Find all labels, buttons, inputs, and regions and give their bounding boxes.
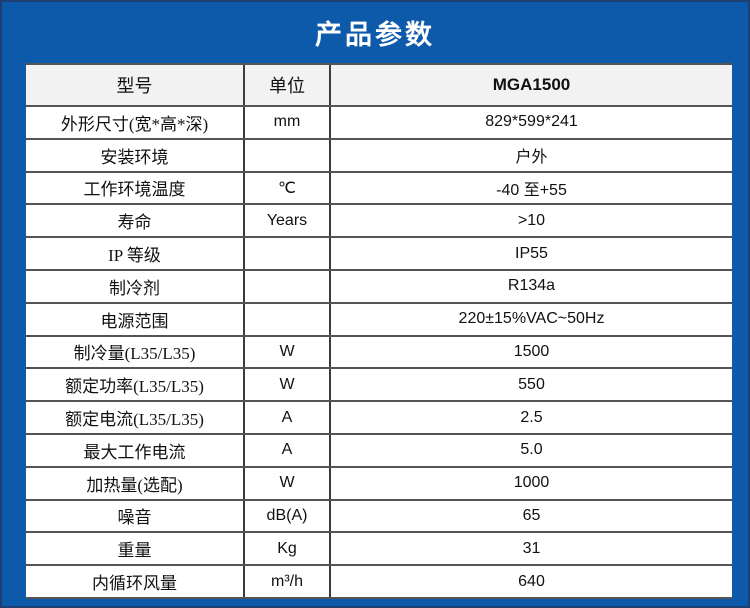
- value-cell: -40 至+55: [496, 181, 567, 199]
- value-cell: 1500: [513, 342, 550, 360]
- param-name-cell: 制冷剂: [26, 270, 245, 302]
- unit-cell: ℃: [245, 172, 331, 204]
- param-name-cell: 重量: [26, 533, 245, 565]
- value-cell: 31: [522, 539, 541, 557]
- param-name-cell: 加热量(选配): [26, 467, 245, 499]
- unit-cell: W: [245, 467, 331, 499]
- value-cell: 65: [522, 506, 541, 524]
- unit-cell: m³/h: [245, 566, 331, 597]
- table-row: 工作环境温度 ℃ -40 至+55: [26, 172, 732, 206]
- param-name-cell: IP 等级: [26, 238, 245, 269]
- param-name-cell: 外形尺寸(宽*高*深): [26, 107, 245, 138]
- value-cell: 829*599*241: [485, 113, 578, 131]
- param-name-cell: 工作环境温度: [26, 172, 245, 204]
- value-cell: IP55: [515, 244, 548, 262]
- param-name-cell: 内循环风量: [26, 566, 245, 597]
- param-name-cell: 电源范围: [26, 303, 245, 335]
- header-param-label: 型号: [26, 65, 245, 105]
- param-name-cell: 噪音: [26, 500, 245, 532]
- unit-cell: W: [245, 336, 331, 368]
- table-row: 噪音 dB(A) 65: [26, 500, 732, 534]
- param-name-cell: 安装环境: [26, 139, 245, 171]
- table-row: 额定功率(L35/L35) W 550: [26, 369, 732, 403]
- unit-cell: [245, 238, 331, 269]
- param-name-cell: 制冷量(L35/L35): [26, 336, 245, 368]
- value-cell: 220±15%VAC~50Hz: [458, 310, 605, 328]
- table-header-row: 型号 单位 MGA1500: [26, 65, 732, 107]
- table-row: 加热量(选配) W 1000: [26, 467, 732, 501]
- table-row: 内循环风量 m³/h 640: [26, 566, 732, 599]
- spec-table: 型号 单位 MGA1500 外形尺寸(宽*高*深) mm 829*599*241…: [26, 63, 732, 599]
- table-row: 额定电流(L35/L35) A 2.5: [26, 402, 732, 435]
- table-row: 寿命 Years >10: [26, 205, 732, 239]
- value-cell: 1000: [513, 474, 550, 492]
- value-cell: 2.5: [520, 408, 543, 426]
- header-unit-label: 单位: [245, 65, 331, 105]
- value-cell: 5.0: [520, 441, 543, 459]
- unit-cell: W: [245, 369, 331, 401]
- unit-cell: [245, 139, 331, 171]
- value-cell: 640: [518, 572, 545, 590]
- param-name-cell: 额定电流(L35/L35): [26, 402, 245, 433]
- value-cell: >10: [517, 211, 546, 229]
- unit-cell: dB(A): [245, 500, 331, 532]
- table-row: 外形尺寸(宽*高*深) mm 829*599*241: [26, 107, 732, 140]
- unit-cell: Kg: [245, 533, 331, 565]
- table-row: 制冷量(L35/L35) W 1500: [26, 336, 732, 370]
- unit-cell: A: [245, 402, 331, 433]
- header-model-value: MGA1500: [492, 75, 571, 94]
- unit-cell: A: [245, 434, 331, 466]
- param-name-cell: 额定功率(L35/L35): [26, 369, 245, 401]
- table-row: 安装环境 户外: [26, 139, 732, 173]
- table-row: 电源范围 220±15%VAC~50Hz: [26, 303, 732, 337]
- value-cell: 550: [518, 375, 545, 393]
- table-row: 制冷剂 R134a: [26, 270, 732, 304]
- table-row: 重量 Kg 31: [26, 533, 732, 567]
- unit-cell: [245, 303, 331, 335]
- unit-cell: Years: [245, 205, 331, 237]
- unit-cell: [245, 270, 331, 302]
- param-name-cell: 最大工作电流: [26, 434, 245, 466]
- value-cell: 户外: [515, 149, 548, 167]
- param-name-cell: 寿命: [26, 205, 245, 237]
- page-title: 产品参数: [315, 19, 435, 50]
- unit-cell: mm: [245, 107, 331, 138]
- table-row: IP 等级 IP55: [26, 238, 732, 271]
- title-banner: 产品参数: [2, 2, 748, 62]
- value-cell: R134a: [507, 277, 556, 295]
- table-row: 最大工作电流 A 5.0: [26, 434, 732, 468]
